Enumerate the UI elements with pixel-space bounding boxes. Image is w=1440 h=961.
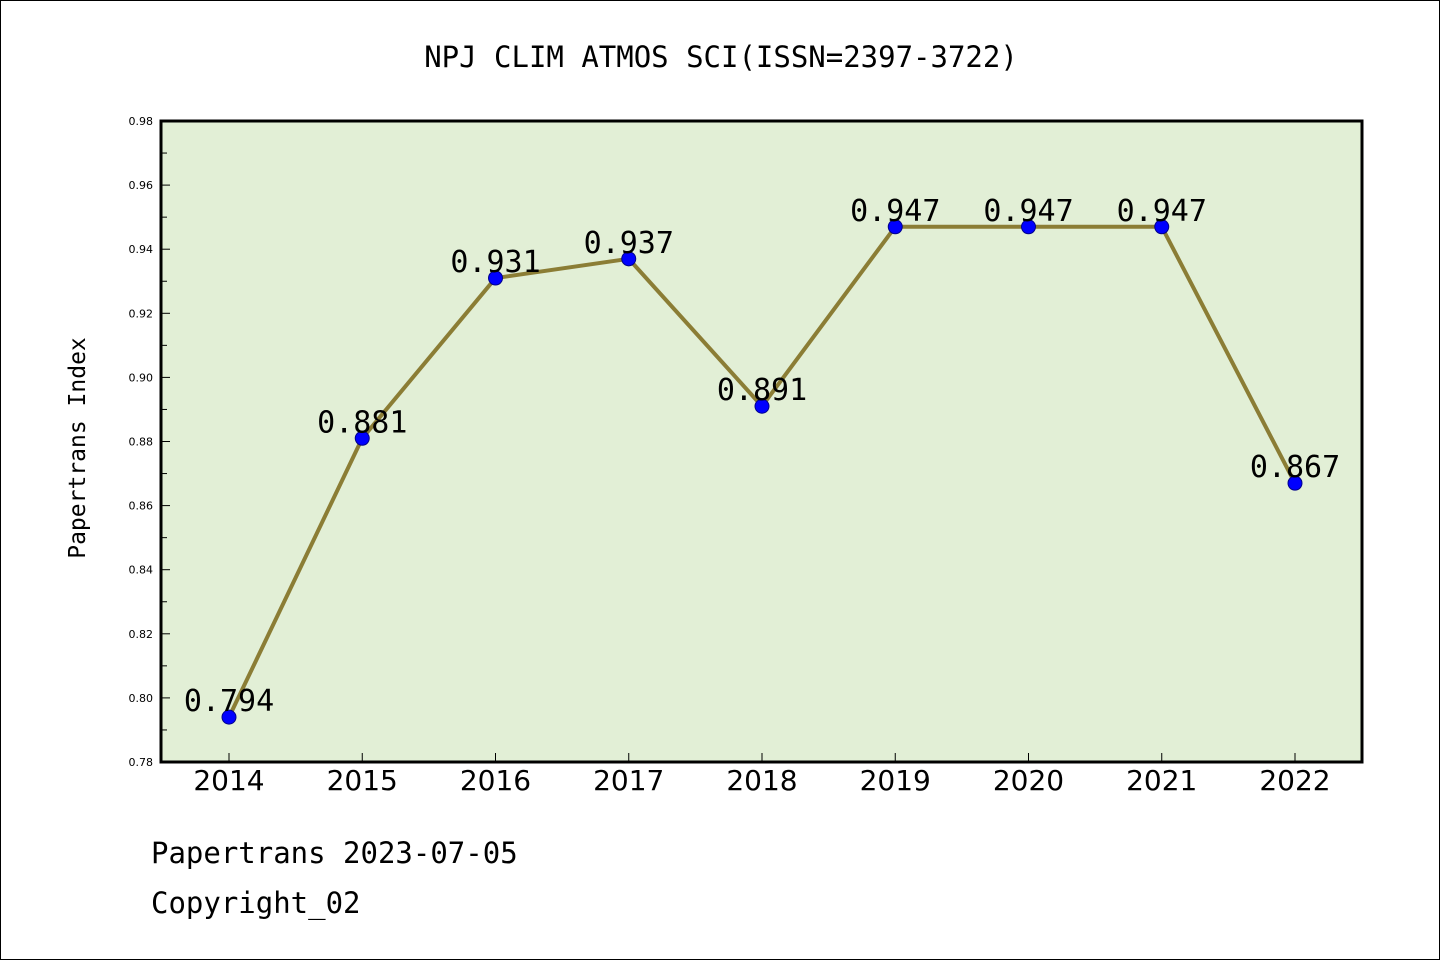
footer-source: Papertrans 2023-07-05 <box>151 836 518 870</box>
data-label: 0.947 <box>983 194 1073 229</box>
data-label: 0.891 <box>717 373 807 408</box>
data-labels: 0.794 0.881 0.931 0.937 0.891 0.947 0.947 0.947… <box>184 194 1340 719</box>
x-tick-label: 2018 <box>726 764 797 797</box>
y-axis-label: Papertrans Index <box>65 337 91 559</box>
y-tick-label: 0.78 <box>129 756 154 769</box>
data-point <box>354 430 370 446</box>
data-point <box>221 709 237 725</box>
data-label: 0.947 <box>850 194 940 229</box>
x-tick-label: 2021 <box>1126 764 1197 797</box>
data-label: 0.931 <box>450 245 540 280</box>
y-tick-label: 0.98 <box>129 115 154 128</box>
x-tick-label: 2020 <box>993 764 1064 797</box>
x-tick-label: 2019 <box>860 764 931 797</box>
x-tick-label: 2017 <box>593 764 664 797</box>
data-point <box>488 270 503 286</box>
plot-border <box>159 119 1364 764</box>
data-label: 0.881 <box>317 405 407 440</box>
data-point <box>1021 219 1036 235</box>
data-label: 0.937 <box>584 226 674 261</box>
y-axis: 0.78 0.80 0.82 0.84 0.86 0.88 0.90 0.92 0.94 0.96… <box>129 115 170 769</box>
y-tick-label: 0.88 <box>129 436 154 449</box>
y-tick-label: 0.82 <box>129 628 154 641</box>
y-tick-label: 0.86 <box>129 500 154 513</box>
data-label: 0.794 <box>184 684 274 719</box>
y-tick-label: 0.90 <box>129 371 154 384</box>
y-tick-label: 0.92 <box>129 307 154 320</box>
y-tick-label: 0.96 <box>129 179 154 192</box>
footer-copyright: Copyright_02 <box>151 886 361 920</box>
x-tick-label: 2022 <box>1259 764 1330 797</box>
data-point <box>1287 475 1303 491</box>
x-tick-label: 2015 <box>327 764 398 797</box>
data-point <box>1154 219 1170 235</box>
x-tick-label: 2014 <box>193 764 264 797</box>
x-tick-label: 2016 <box>460 764 531 797</box>
chart-title: NPJ CLIM ATMOS SCI(ISSN=2397-3722) <box>424 40 1018 74</box>
data-point <box>621 251 637 267</box>
series-markers <box>221 219 1303 725</box>
data-point <box>887 219 903 235</box>
data-label: 0.867 <box>1250 450 1340 485</box>
data-point <box>754 398 770 414</box>
y-tick-label: 0.80 <box>129 692 154 705</box>
y-tick-label: 0.84 <box>129 564 154 577</box>
x-axis: 2014 2015 2016 2017 2018 2019 2020 2021 2022 <box>193 753 1331 797</box>
data-label: 0.947 <box>1117 194 1207 229</box>
y-tick-label: 0.94 <box>129 243 154 256</box>
